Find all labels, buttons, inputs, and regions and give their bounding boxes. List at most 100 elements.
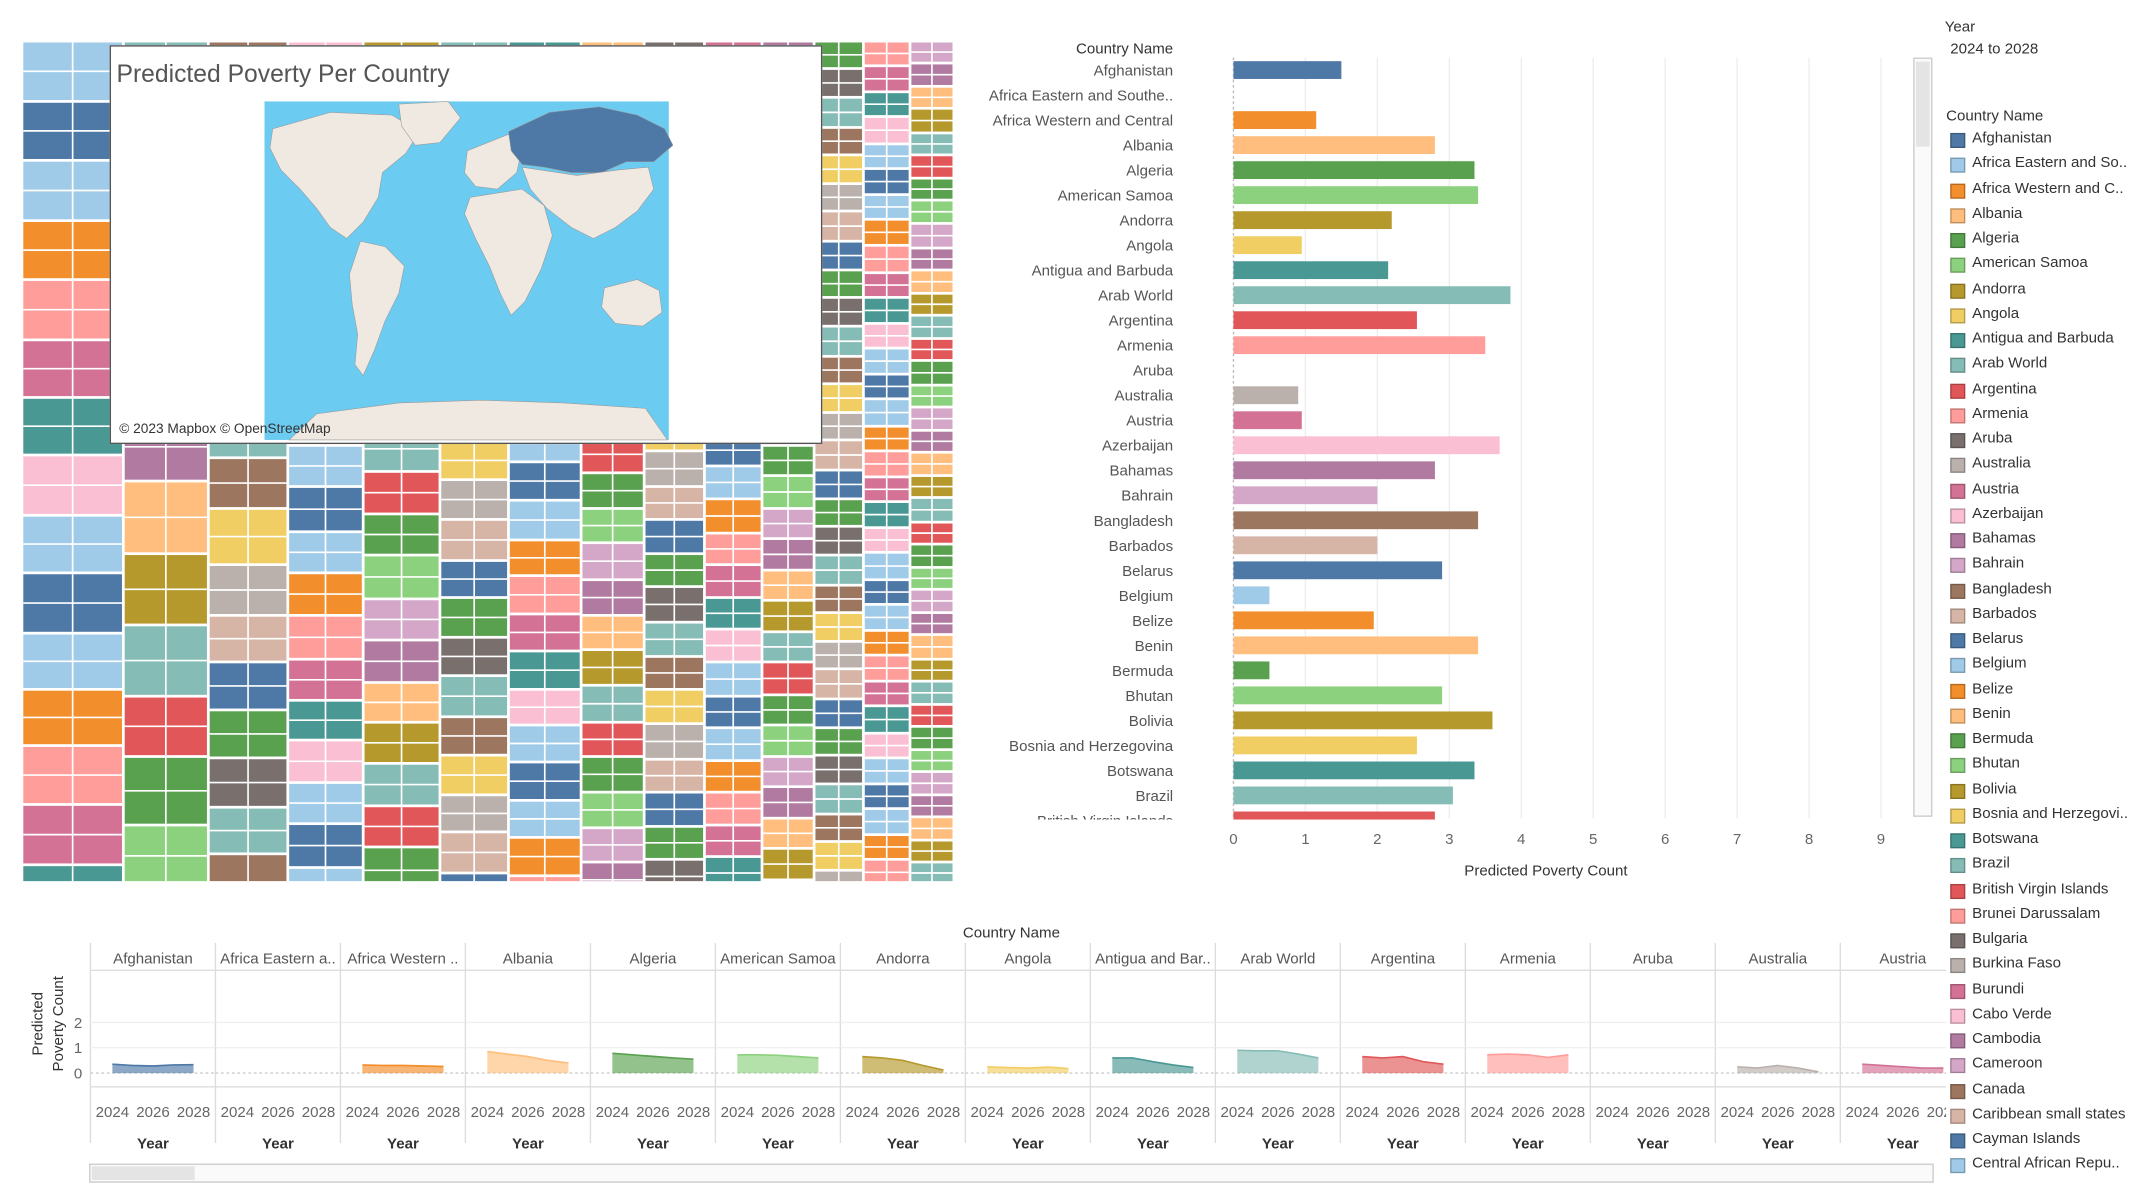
area-panel-header[interactable]: Algeria bbox=[629, 950, 677, 967]
bar-category-label[interactable]: Belarus bbox=[1122, 563, 1173, 580]
bar-category-label[interactable]: Africa Eastern and Southe.. bbox=[989, 88, 1173, 105]
area-panel-header[interactable]: Africa Eastern a.. bbox=[220, 950, 336, 967]
poverty-map-card[interactable]: Predicted Poverty Per Country © 2023 Map… bbox=[110, 45, 823, 444]
bar-mark[interactable] bbox=[1233, 61, 1341, 79]
world-map[interactable] bbox=[111, 47, 822, 444]
bar-category-label[interactable]: Brazil bbox=[1135, 788, 1173, 805]
bar-chart-scrollbar[interactable] bbox=[1913, 58, 1932, 817]
area-panel-header[interactable]: Austria bbox=[1879, 950, 1927, 967]
bar-category-label[interactable]: Armenia bbox=[1117, 338, 1174, 355]
bar-mark[interactable] bbox=[1233, 511, 1478, 529]
area-mark[interactable] bbox=[487, 1052, 568, 1074]
bar-mark[interactable] bbox=[1233, 236, 1301, 254]
bar-category-label[interactable]: Albania bbox=[1123, 138, 1174, 155]
bar-mark[interactable] bbox=[1233, 561, 1442, 579]
bar-mark[interactable] bbox=[1233, 686, 1442, 704]
bar-mark[interactable] bbox=[1233, 486, 1377, 504]
map-attribution[interactable]: © 2023 Mapbox © OpenStreetMap bbox=[119, 422, 330, 437]
bar-category-label[interactable]: Belgium bbox=[1119, 588, 1173, 605]
bar-category-label[interactable]: Bangladesh bbox=[1094, 513, 1174, 530]
bar-mark[interactable] bbox=[1233, 111, 1316, 129]
area-panel-header[interactable]: American Samoa bbox=[720, 950, 836, 967]
poverty-by-year-area-chart[interactable]: Country Name Predicted Poverty Count 210… bbox=[0, 915, 1946, 1162]
bar-category-label[interactable]: Belize bbox=[1132, 613, 1173, 630]
area-panel-header[interactable]: Armenia bbox=[1500, 950, 1557, 967]
bar-category-label[interactable]: Bosnia and Herzegovina bbox=[1009, 738, 1174, 755]
area-panel-header[interactable]: Albania bbox=[503, 950, 554, 967]
bar-mark[interactable] bbox=[1233, 736, 1416, 754]
bar-mark[interactable] bbox=[1233, 786, 1452, 804]
bar-mark[interactable] bbox=[1233, 711, 1492, 729]
area-panel-header[interactable]: Africa Western .. bbox=[347, 950, 458, 967]
area-panel-header[interactable]: Aruba bbox=[1633, 950, 1674, 967]
bar-mark[interactable] bbox=[1233, 761, 1474, 779]
bar-mark[interactable] bbox=[1233, 136, 1434, 154]
bar-mark[interactable] bbox=[1233, 536, 1377, 554]
bar-mark[interactable] bbox=[1233, 261, 1388, 279]
bar-category-label[interactable]: Aruba bbox=[1133, 363, 1174, 380]
bar-mark[interactable] bbox=[1233, 611, 1373, 629]
area-panel-header[interactable]: Arab World bbox=[1240, 950, 1315, 967]
bar-category-label[interactable]: Barbados bbox=[1109, 538, 1173, 555]
bar-category-label[interactable]: Azerbaijan bbox=[1102, 438, 1173, 455]
bar-chart-scrollbar-thumb[interactable] bbox=[1916, 62, 1930, 147]
bar-category-label[interactable]: Angola bbox=[1126, 238, 1174, 255]
bar-category-label[interactable]: Australia bbox=[1115, 388, 1174, 405]
area-panel-header[interactable]: Andorra bbox=[876, 950, 930, 967]
area-chart-scrollbar[interactable] bbox=[89, 1164, 1934, 1183]
bar-mark[interactable] bbox=[1233, 636, 1478, 654]
bar-category-label[interactable]: Bahamas bbox=[1110, 463, 1174, 480]
bar-mark[interactable] bbox=[1233, 186, 1478, 204]
bar-mark[interactable] bbox=[1233, 336, 1485, 354]
bar-category-label[interactable]: Arab World bbox=[1098, 288, 1173, 305]
bar-category-label[interactable]: Bolivia bbox=[1129, 713, 1174, 730]
bar-category-label[interactable]: Benin bbox=[1135, 638, 1174, 655]
bar-mark[interactable] bbox=[1233, 161, 1474, 179]
bar-category-label[interactable]: Bhutan bbox=[1125, 688, 1173, 705]
bar-category-label[interactable]: Austria bbox=[1126, 413, 1174, 430]
bar-mark[interactable] bbox=[1233, 461, 1434, 479]
bar-mark[interactable] bbox=[1233, 311, 1416, 329]
area-chart-scrollbar-thumb[interactable] bbox=[92, 1166, 195, 1180]
area-mark[interactable] bbox=[1362, 1057, 1443, 1073]
bar-mark[interactable] bbox=[1233, 286, 1510, 304]
area-mark[interactable] bbox=[862, 1057, 943, 1073]
bar-category-label[interactable]: Argentina bbox=[1109, 313, 1174, 330]
bar-mark[interactable] bbox=[1233, 386, 1298, 404]
area-mark[interactable] bbox=[1237, 1050, 1318, 1073]
bar-mark[interactable] bbox=[1233, 411, 1301, 429]
bar-mark[interactable] bbox=[1233, 436, 1499, 454]
bar-category-label[interactable]: Bahrain bbox=[1121, 488, 1173, 505]
bar-category-label[interactable]: Algeria bbox=[1126, 163, 1174, 180]
year-filter-value[interactable]: 2024 to 2028 bbox=[1950, 41, 2038, 57]
area-panel-header[interactable]: Argentina bbox=[1371, 950, 1436, 967]
area-panel-header[interactable]: Australia bbox=[1749, 950, 1808, 967]
bar-category-label[interactable]: Andorra bbox=[1120, 213, 1174, 230]
area-panel-header[interactable]: Afghanistan bbox=[113, 950, 193, 967]
bar-category-label[interactable]: Afghanistan bbox=[1094, 63, 1174, 80]
bar-category-label[interactable]: Africa Western and Central bbox=[993, 113, 1174, 130]
area-panel-header[interactable]: Angola bbox=[1004, 950, 1052, 967]
area-panel[interactable]: Austria202420262028Year bbox=[1840, 943, 1946, 1153]
bar-category-label[interactable]: Bermuda bbox=[1112, 663, 1174, 680]
bar-category-label[interactable]: Botswana bbox=[1107, 763, 1174, 780]
bar-category-label[interactable]: Antigua and Barbuda bbox=[1032, 263, 1174, 280]
area-panel-header[interactable]: Antigua and Bar.. bbox=[1095, 950, 1211, 967]
bar-category-label[interactable]: American Samoa bbox=[1058, 188, 1174, 205]
bar-mark[interactable] bbox=[1233, 586, 1269, 604]
